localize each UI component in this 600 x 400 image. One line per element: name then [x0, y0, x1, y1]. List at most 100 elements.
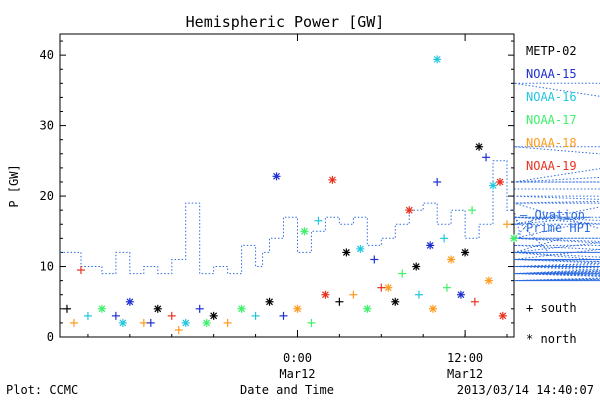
point-stroke-d2 — [328, 176, 336, 184]
point-stroke-d2 — [238, 305, 246, 313]
x-tick-time-label: 0:00 — [283, 351, 312, 365]
north-point — [321, 290, 330, 299]
point-stroke-d2 — [356, 245, 364, 253]
south-point — [174, 325, 183, 334]
ovation-legend-line2: Prime HPI — [526, 221, 591, 235]
legend-entry: NOAA-17 — [526, 113, 577, 127]
point-stroke-d2 — [412, 263, 420, 270]
north-point — [384, 283, 393, 292]
south-point — [69, 318, 78, 327]
y-tick-label: 40 — [40, 48, 54, 62]
y-tick-label: 20 — [40, 189, 54, 203]
y-tick-label: 10 — [40, 260, 54, 274]
ovation-legend-line1: — Ovation — [520, 208, 585, 222]
north-point — [475, 142, 484, 151]
north-point — [181, 318, 190, 327]
south-point — [335, 297, 344, 306]
point-stroke-d2 — [489, 182, 497, 189]
south-point — [482, 153, 491, 162]
legend-entry: NOAA-18 — [526, 136, 577, 150]
south-point — [415, 290, 424, 299]
legend-entry: NOAA-16 — [526, 90, 577, 104]
satellite-points — [62, 55, 518, 334]
point-stroke-d2 — [182, 319, 190, 327]
y-axis-label: P [GW] — [7, 164, 21, 207]
north-point — [342, 248, 351, 257]
point-stroke-d2 — [510, 234, 518, 242]
north-point — [272, 172, 281, 181]
point-stroke-d2 — [496, 178, 504, 186]
point-stroke-d2 — [475, 143, 483, 151]
south-point — [442, 283, 451, 292]
point-stroke-d2 — [433, 55, 441, 63]
point-stroke-d2 — [301, 227, 308, 235]
point-stroke-d2 — [98, 305, 106, 313]
point-stroke-d2 — [154, 305, 162, 313]
point-stroke-d2 — [266, 298, 273, 306]
north-point — [484, 276, 493, 285]
south-point — [440, 234, 449, 243]
point-stroke-d2 — [485, 277, 493, 285]
point-stroke-d2 — [342, 249, 350, 256]
north-point — [300, 227, 309, 236]
south-point — [139, 318, 148, 327]
point-stroke-d2 — [294, 305, 301, 313]
y-tick-label: 30 — [40, 119, 54, 133]
north-point — [237, 304, 246, 313]
north-point — [428, 304, 437, 313]
north-point — [153, 304, 162, 313]
south-point — [503, 220, 512, 229]
point-stroke-d2 — [461, 249, 469, 256]
north-point — [363, 304, 372, 313]
south-point — [195, 304, 204, 313]
north-point — [498, 311, 507, 320]
point-stroke-d2 — [119, 319, 127, 327]
north-point — [433, 55, 442, 64]
north-point — [118, 318, 127, 327]
point-stroke-d2 — [457, 291, 465, 299]
north-point — [125, 297, 134, 306]
point-stroke-d2 — [429, 305, 437, 313]
plot-timestamp: 2013/03/14 14:40:07 — [457, 383, 594, 397]
y-tick-label: 0 — [47, 330, 54, 344]
legend-entry: METP-02 — [526, 44, 577, 58]
point-stroke-d2 — [210, 312, 218, 320]
point-stroke-d2 — [363, 305, 371, 313]
north-point — [209, 311, 218, 320]
north-point — [293, 304, 302, 313]
marker-legend-south: + south — [526, 301, 577, 315]
north-point — [426, 241, 435, 250]
x-axis-label: Date and Time — [240, 383, 334, 397]
south-point — [167, 311, 176, 320]
y-axis: 0 10 20 30 40 — [40, 40, 514, 344]
point-stroke-d2 — [273, 172, 280, 180]
north-point — [328, 175, 337, 184]
north-point — [405, 206, 414, 215]
point-stroke-d2 — [405, 206, 413, 214]
north-point — [456, 290, 465, 299]
marker-legend-north: * north — [526, 332, 577, 346]
north-point — [461, 248, 470, 257]
point-stroke-d2 — [321, 291, 329, 299]
x-tick-time-label: 12:00 — [447, 351, 483, 365]
south-point — [83, 311, 92, 320]
north-point — [391, 297, 400, 306]
south-point — [433, 177, 442, 186]
north-point — [489, 181, 498, 190]
legend-entry: NOAA-19 — [526, 159, 577, 173]
south-point — [62, 304, 71, 313]
south-point — [279, 311, 288, 320]
point-stroke-d2 — [384, 284, 392, 292]
south-point — [314, 216, 323, 225]
south-point — [398, 269, 407, 278]
south-point — [307, 318, 316, 327]
north-point — [496, 177, 505, 186]
north-point — [510, 234, 518, 243]
point-stroke-d2 — [499, 312, 507, 320]
plot-frame — [59, 33, 515, 338]
south-point — [370, 255, 379, 264]
south-point — [251, 311, 260, 320]
x-tick-date-label: Mar12 — [447, 367, 483, 381]
north-point — [202, 318, 211, 327]
